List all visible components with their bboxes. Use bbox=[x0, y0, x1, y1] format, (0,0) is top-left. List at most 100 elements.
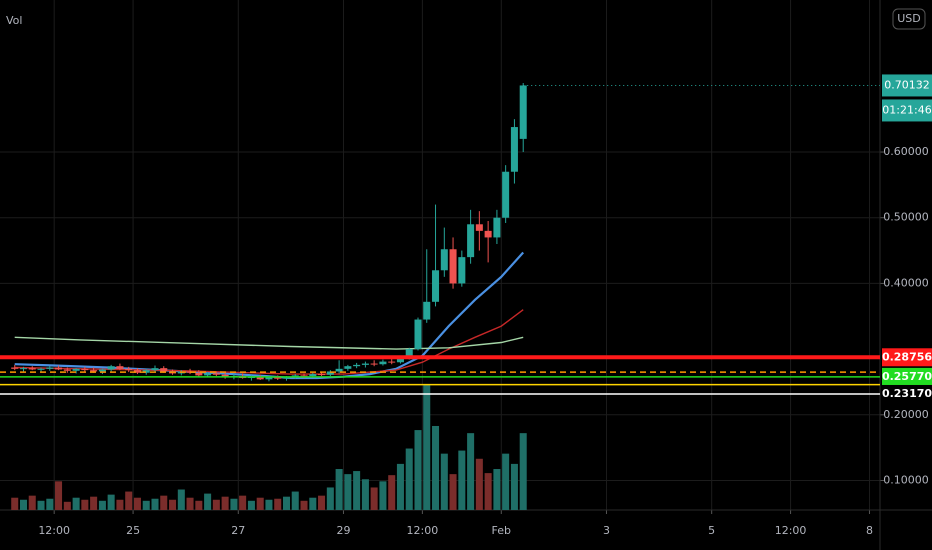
volume-bar bbox=[239, 495, 247, 510]
candle-body bbox=[344, 366, 352, 369]
candle-body bbox=[37, 368, 45, 370]
candle-body bbox=[160, 368, 168, 372]
x-tick-label: 12:00 bbox=[407, 524, 439, 537]
candle-body bbox=[379, 361, 387, 365]
currency: USD bbox=[897, 12, 921, 25]
volume-bar bbox=[177, 489, 185, 510]
candle-body bbox=[475, 224, 483, 231]
candle-body bbox=[449, 249, 457, 284]
y-tick-label: 0.60000 bbox=[883, 145, 929, 158]
volume-bar bbox=[116, 499, 124, 510]
volume-bar bbox=[449, 474, 457, 510]
volume-bar bbox=[309, 497, 317, 510]
candle-body bbox=[46, 367, 54, 369]
candle-body bbox=[326, 371, 334, 375]
volume-bar bbox=[379, 481, 387, 510]
candle-body bbox=[282, 376, 291, 379]
candle-body bbox=[221, 374, 229, 378]
volume-bar bbox=[169, 499, 177, 510]
candle-body bbox=[510, 127, 518, 172]
candle-body bbox=[265, 377, 273, 380]
volume-bar bbox=[493, 469, 501, 510]
candle-body bbox=[440, 249, 448, 271]
volume-bar bbox=[63, 501, 71, 510]
candle-body bbox=[309, 374, 317, 377]
volume-bar bbox=[519, 433, 527, 510]
volume-bar bbox=[300, 500, 308, 510]
level-label: 0.23170 bbox=[882, 387, 932, 400]
candle-body bbox=[467, 224, 475, 258]
volume-bar bbox=[19, 499, 28, 510]
price-label-bg bbox=[882, 74, 932, 97]
volume-bar bbox=[72, 497, 80, 510]
candle-body bbox=[519, 85, 527, 139]
volume-bar bbox=[98, 500, 106, 510]
volume-bar bbox=[55, 481, 63, 510]
current-price-label: 0.70132 bbox=[884, 78, 930, 91]
volume-bar bbox=[370, 487, 378, 510]
candle-body bbox=[432, 270, 440, 302]
level-label: 0.28756 bbox=[882, 350, 932, 363]
candle-body bbox=[353, 364, 361, 367]
countdown: 01:21:46 bbox=[882, 103, 931, 116]
candle-body bbox=[274, 377, 282, 379]
candle-body bbox=[72, 368, 80, 371]
volume-bar bbox=[344, 474, 352, 510]
candle-body bbox=[98, 369, 106, 372]
volume-bar bbox=[186, 497, 194, 510]
volume-bar bbox=[361, 479, 369, 510]
y-tick-label: 0.10000 bbox=[883, 474, 929, 487]
volume-bar bbox=[28, 495, 36, 510]
volume-bar bbox=[282, 496, 291, 510]
candle-body bbox=[300, 375, 308, 377]
candle-body bbox=[423, 301, 431, 320]
volume-bar bbox=[396, 463, 404, 510]
candle-body bbox=[107, 366, 115, 370]
volume-bar bbox=[510, 463, 518, 510]
candle-body bbox=[125, 368, 133, 371]
candle-body bbox=[55, 367, 63, 370]
candle-body bbox=[11, 367, 19, 369]
volume-bar bbox=[484, 473, 492, 510]
candle-body bbox=[414, 319, 422, 350]
candle-body bbox=[63, 369, 71, 371]
y-tick-label: 0.50000 bbox=[883, 211, 929, 224]
x-tick-label: 25 bbox=[126, 524, 140, 537]
candle-body bbox=[142, 370, 150, 373]
volume-bar bbox=[125, 491, 133, 510]
volume-bar bbox=[11, 497, 19, 510]
candle-body bbox=[151, 368, 159, 371]
candle-body bbox=[195, 372, 203, 376]
candle-body bbox=[133, 370, 141, 373]
volume-bar bbox=[256, 497, 264, 510]
candle-body bbox=[116, 366, 124, 369]
level-label-bg bbox=[882, 384, 932, 403]
volume-bar bbox=[326, 487, 334, 510]
volume-bar bbox=[133, 497, 141, 510]
x-tick-label: 27 bbox=[231, 524, 245, 537]
volume-bar bbox=[151, 498, 159, 510]
x-tick-label: 8 bbox=[866, 524, 873, 537]
candle-body bbox=[335, 368, 343, 372]
volume-bar bbox=[475, 458, 483, 510]
moving-average bbox=[14, 336, 524, 350]
candle-body bbox=[28, 368, 36, 370]
volume-bar bbox=[265, 499, 273, 510]
level-label-bg bbox=[882, 348, 932, 367]
volume-bar bbox=[90, 496, 98, 510]
volume-bar bbox=[247, 500, 255, 510]
currency-badge bbox=[892, 8, 926, 30]
volume-bar bbox=[274, 498, 282, 510]
candle-body bbox=[396, 358, 404, 363]
volume-bar bbox=[335, 469, 343, 510]
volume-bar bbox=[423, 385, 431, 510]
volume-bar bbox=[204, 493, 212, 510]
candle-body bbox=[318, 374, 326, 376]
candle-body bbox=[502, 171, 510, 218]
x-tick-label: 5 bbox=[708, 524, 715, 537]
moving-average bbox=[14, 309, 524, 375]
volume-bar bbox=[405, 448, 413, 510]
volume-bar bbox=[107, 494, 115, 510]
